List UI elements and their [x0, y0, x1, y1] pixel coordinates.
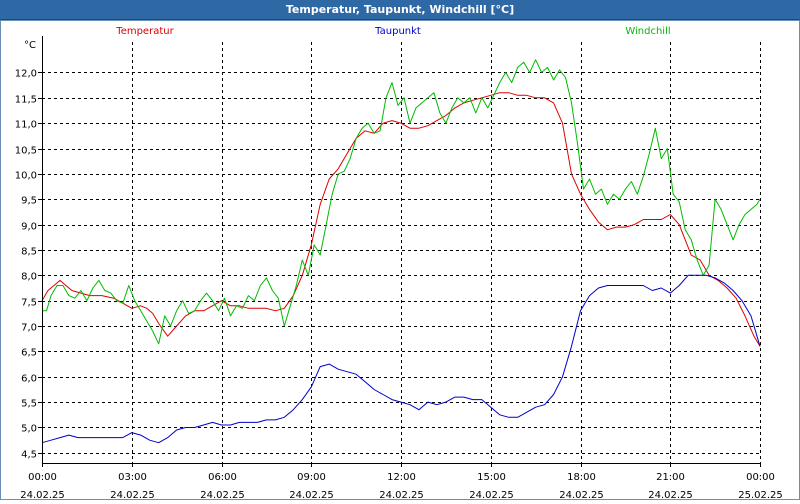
y-tick-label: 6,0	[21, 374, 37, 385]
y-tick-label: 6,5	[21, 348, 37, 359]
x-tick-time-label: 15:00	[477, 472, 506, 483]
y-tick-label: 12,0	[15, 69, 37, 80]
x-tick-time-label: 00:00	[28, 472, 57, 483]
x-tick-time-label: 00:00	[746, 472, 775, 483]
series-line-taupunkt	[41, 274, 761, 444]
y-tick-label: 7,0	[21, 323, 37, 334]
y-tick-label: 5,0	[21, 424, 37, 435]
x-tick-date-label: 24.02.25	[110, 490, 155, 500]
x-tick-date-label: 24.02.25	[289, 490, 334, 500]
legend-label-taupunkt: Taupunkt	[374, 26, 421, 37]
x-tick-time-label: 18:00	[567, 472, 596, 483]
legend-layer: Temperatur Taupunkt Windchill	[115, 26, 670, 37]
y-tick-label: 11,0	[15, 120, 37, 131]
grid-layer	[42, 42, 761, 463]
x-tick-date-label: 25.02.25	[738, 490, 783, 500]
y-tick-label: 9,0	[21, 222, 37, 233]
x-tick-date-label: 24.02.25	[648, 490, 693, 500]
line-chart: 4,5 5,0 5,5 6,0 6,5 7,0 7,5 8,0 8,5 9,0 9,5 10,0 10,…	[0, 20, 800, 501]
x-tick-time-label: 21:00	[656, 472, 685, 483]
legend-label-temperatur: Temperatur	[115, 26, 174, 37]
y-tick-label: 5,5	[21, 399, 37, 410]
chart-area: 4,5 5,0 5,5 6,0 6,5 7,0 7,5 8,0 8,5 9,0 9,5 10,0 10,…	[0, 20, 800, 501]
x-tick-date-label: 24.02.25	[200, 490, 245, 500]
axis-layer: 4,5 5,0 5,5 6,0 6,5 7,0 7,5 8,0 8,5 9,0 9,5 10,0 10,…	[15, 36, 783, 501]
y-tick-label: 11,5	[15, 95, 37, 106]
x-tick-time-label: 06:00	[208, 472, 237, 483]
y-axis-unit-label: °C	[24, 40, 36, 51]
series-layer	[41, 59, 761, 444]
y-tick-label: 9,5	[21, 196, 37, 207]
x-tick-time-label: 03:00	[118, 472, 147, 483]
x-tick-date-label: 24.02.25	[20, 490, 65, 500]
x-tick-date-label: 24.02.25	[469, 490, 514, 500]
x-tick-date-label: 24.02.25	[559, 490, 604, 500]
y-tick-label: 10,0	[15, 171, 37, 182]
x-tick-time-label: 09:00	[297, 472, 326, 483]
y-tick-label: 10,5	[15, 146, 37, 157]
chart-title: Temperatur, Taupunkt, Windchill [°C]	[0, 0, 800, 20]
legend-label-windchill: Windchill	[625, 26, 670, 37]
y-tick-label: 4,5	[21, 450, 37, 461]
series-line-windchill	[42, 59, 761, 345]
x-tick-date-label: 24.02.25	[379, 490, 424, 500]
x-tick-time-label: 12:00	[387, 472, 416, 483]
y-tick-label: 8,0	[21, 272, 37, 283]
y-tick-label: 7,5	[21, 298, 37, 309]
y-tick-label: 8,5	[21, 247, 37, 258]
series-line-temperatur	[41, 92, 761, 347]
